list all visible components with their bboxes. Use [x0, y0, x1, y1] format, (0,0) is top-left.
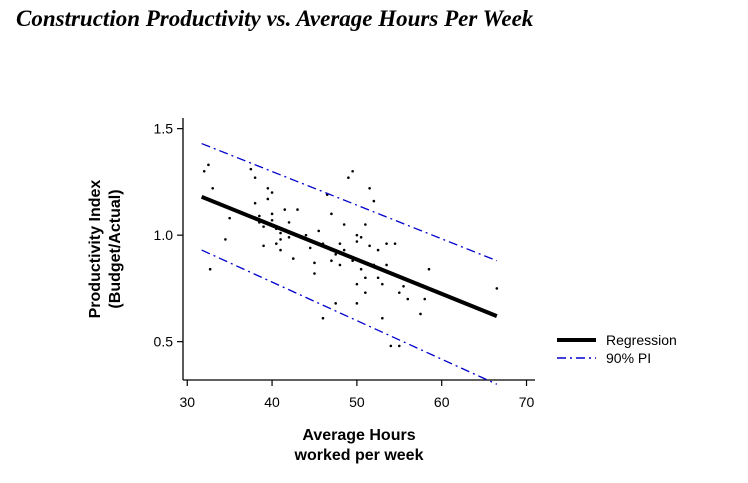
data-point — [355, 282, 359, 286]
x-tick-label: 70 — [519, 394, 535, 410]
data-point — [224, 238, 227, 241]
x-axis-title: worked per week — [294, 447, 424, 464]
data-point — [334, 302, 337, 305]
data-point — [279, 248, 282, 252]
data-point — [372, 199, 376, 203]
data-point — [347, 176, 350, 179]
data-point — [266, 186, 270, 190]
legend-label: 90% PI — [606, 350, 651, 366]
data-point — [397, 344, 401, 348]
x-tick-label: 50 — [349, 394, 365, 410]
data-point — [266, 197, 270, 201]
data-point — [279, 231, 282, 235]
data-point — [338, 242, 342, 245]
data-point — [381, 282, 384, 286]
data-point — [208, 267, 212, 271]
data-point — [321, 316, 325, 320]
y-tick-label: 1.0 — [154, 227, 174, 243]
y-tick-label: 0.5 — [154, 334, 174, 350]
data-point — [287, 235, 291, 239]
data-point — [364, 223, 367, 226]
y-tick-label: 1.5 — [154, 121, 174, 137]
y-axis-title: Productivity Index — [87, 180, 104, 319]
data-point — [283, 208, 287, 211]
data-point — [342, 223, 346, 226]
data-point — [355, 233, 359, 237]
data-point — [419, 312, 422, 316]
data-point — [275, 242, 278, 245]
data-point — [385, 263, 388, 267]
data-point — [402, 284, 405, 288]
data-point — [249, 167, 253, 171]
data-point — [330, 259, 333, 263]
data-point — [304, 233, 308, 237]
data-point — [385, 242, 388, 245]
data-point — [355, 240, 359, 243]
data-point — [287, 221, 291, 224]
plot-area — [200, 142, 499, 385]
data-point — [342, 248, 346, 252]
axes: 0.5 1.0 1.5 30 40 50 60 70 — [154, 118, 535, 410]
data-point — [427, 267, 431, 271]
data-point — [308, 246, 312, 250]
data-point — [253, 201, 257, 205]
data-point — [389, 344, 393, 348]
data-point — [258, 214, 261, 218]
data-point — [393, 242, 397, 245]
data-point — [334, 253, 337, 256]
data-point — [270, 218, 274, 222]
data-point — [253, 176, 257, 179]
data-point — [202, 169, 206, 173]
chart-title: Construction Productivity vs. Average Ho… — [16, 6, 534, 31]
legend-label: Regression — [606, 332, 677, 348]
data-point — [228, 216, 231, 220]
data-point — [406, 297, 410, 301]
legend: Regression 90% PI — [557, 332, 677, 366]
data-point — [364, 276, 367, 280]
data-point — [270, 212, 274, 216]
data-point — [270, 191, 274, 194]
pi-upper-line — [201, 142, 498, 262]
data-point — [364, 291, 367, 294]
data-point — [291, 257, 295, 260]
data-point — [317, 229, 321, 233]
data-point — [376, 276, 380, 280]
data-point — [359, 235, 363, 239]
x-tick-label: 40 — [264, 394, 280, 410]
data-point — [279, 238, 282, 241]
data-point — [211, 186, 214, 190]
data-point — [338, 263, 342, 267]
data-point — [359, 267, 363, 271]
axis-labels: Average Hours worked per week Productivity… — [87, 180, 424, 464]
x-tick-label: 60 — [434, 394, 450, 410]
data-point — [313, 261, 316, 265]
data-point — [423, 297, 427, 301]
data-point — [330, 212, 333, 216]
data-point — [381, 316, 384, 320]
data-point — [368, 244, 371, 248]
data-point — [313, 272, 316, 275]
y-axis-title: (Budget/Actual) — [107, 189, 124, 308]
data-point — [351, 169, 354, 173]
data-point — [495, 287, 499, 290]
data-point — [376, 248, 380, 252]
data-point — [207, 163, 210, 167]
data-point — [355, 302, 359, 305]
data-point — [262, 225, 265, 228]
data-point — [262, 244, 265, 248]
data-point — [296, 208, 299, 211]
x-tick-label: 30 — [179, 394, 195, 410]
regression-line — [200, 194, 498, 318]
data-point — [368, 186, 371, 190]
x-axis-title: Average Hours — [302, 427, 415, 444]
data-point — [397, 291, 401, 294]
pi-lower-line — [201, 249, 498, 385]
